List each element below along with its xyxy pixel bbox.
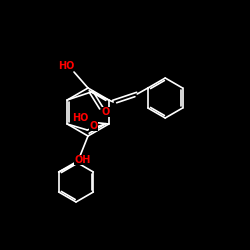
Text: HO: HO	[58, 61, 74, 71]
Text: HO: HO	[72, 113, 89, 123]
Text: OH: OH	[74, 155, 91, 165]
Text: O: O	[89, 121, 97, 131]
Text: O: O	[101, 107, 109, 117]
